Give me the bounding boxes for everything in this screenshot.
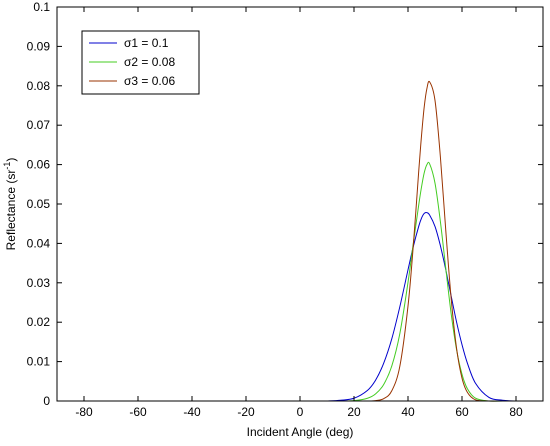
y-tick-label: 0.08 [27, 79, 51, 93]
x-axis-label: Incident Angle (deg) [247, 425, 354, 439]
legend-label-1: σ1 = 0.1 [124, 36, 169, 50]
y-tick-label: 0 [43, 394, 50, 408]
y-axis-label-exponent: -1 [2, 162, 12, 170]
legend-label-2: σ2 = 0.08 [124, 55, 175, 69]
series-line-1 [326, 212, 530, 402]
ticks-layer: -80 -60 -40 -20 0 20 40 60 80 0 0.01 0.02 0.03 0.04 0.… [27, 0, 543, 419]
y-axis-label-close: ) [4, 158, 18, 162]
x-tick-label: 0 [297, 405, 304, 419]
x-tick-label: -20 [237, 405, 255, 419]
x-tick-label: -80 [75, 405, 93, 419]
series-line-3 [327, 80, 530, 402]
series-line-2 [326, 161, 530, 402]
y-tick-label: 0.07 [27, 118, 51, 132]
x-tick-label: 80 [509, 405, 523, 419]
y-tick-label: 0.04 [27, 236, 51, 250]
y-axis-label: Reflectance (sr-1) [2, 158, 18, 251]
x-tick-label: 40 [401, 405, 415, 419]
y-tick-label: 0.03 [27, 276, 51, 290]
x-tick-label: 20 [347, 405, 361, 419]
legend-label-3: σ3 = 0.06 [124, 74, 175, 88]
x-tick-label: -60 [129, 405, 147, 419]
x-tick-label: 60 [455, 405, 469, 419]
y-tick-label: 0.01 [27, 355, 51, 369]
legend-entries: σ1 = 0.1 σ2 = 0.08 σ3 = 0.06 [89, 36, 175, 88]
y-tick-label: 0.1 [33, 0, 50, 14]
y-tick-label: 0.05 [27, 197, 51, 211]
plot-frame [56, 6, 544, 402]
y-tick-label: 0.09 [27, 39, 51, 53]
series-layer [326, 80, 530, 402]
y-tick-label: 0.06 [27, 158, 51, 172]
y-axis-label-main: Reflectance (sr [4, 170, 18, 251]
legend: σ1 = 0.1 σ2 = 0.08 σ3 = 0.06 [81, 30, 200, 95]
y-tick-label: 0.02 [27, 315, 51, 329]
x-tick-label: -40 [183, 405, 201, 419]
